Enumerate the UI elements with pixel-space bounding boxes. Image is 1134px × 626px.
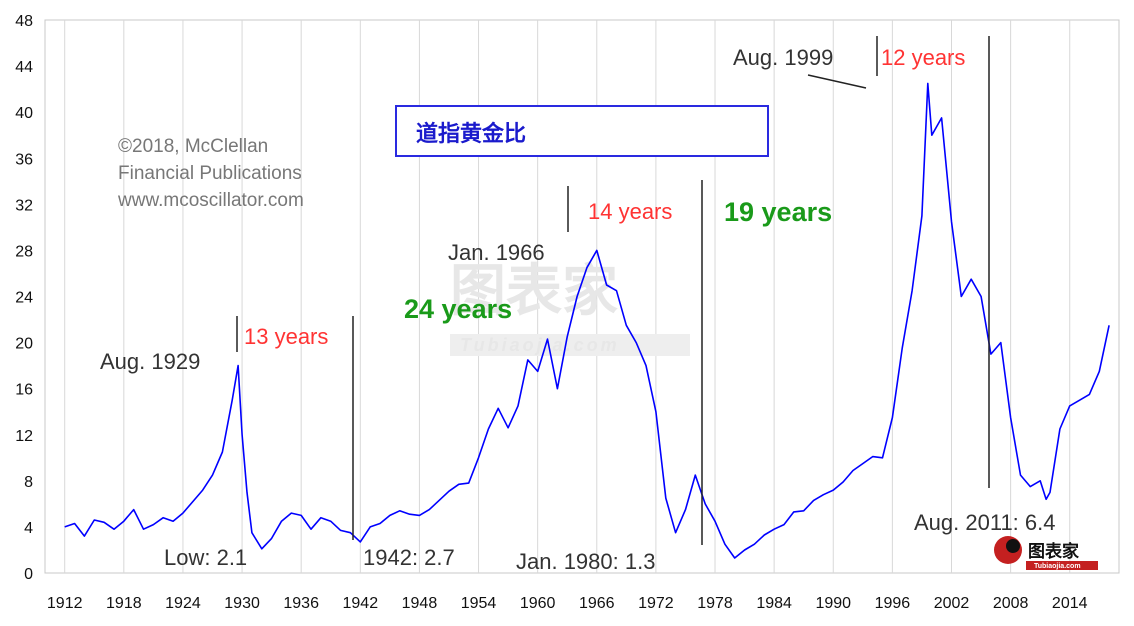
x-tick-label: 2008 (993, 595, 1029, 612)
x-axis-ticks: 1912 1918 1924 1930 1936 1942 1948 1954 1960 1966… (47, 595, 1088, 612)
x-tick-label: 2014 (1052, 595, 1088, 612)
y-tick-label: 44 (15, 59, 33, 76)
x-tick-label: 1912 (47, 595, 83, 612)
pointer-1999 (807, 74, 867, 89)
label-jan-1966: Jan. 1966 (448, 240, 545, 265)
x-tick-label: 1924 (165, 595, 201, 612)
x-tick-label: 1918 (106, 595, 142, 612)
y-tick-label: 0 (24, 566, 33, 583)
watermark: 图表家 Tubiaojia.com (450, 259, 690, 356)
y-tick-label: 48 (15, 13, 33, 30)
y-tick-label: 28 (15, 243, 33, 260)
x-tick-label: 1984 (756, 595, 792, 612)
y-tick-label: 40 (15, 105, 33, 122)
title-box (395, 105, 769, 157)
copyright-line-3: www.mcoscillator.com (117, 190, 304, 211)
x-tick-label: 1990 (815, 595, 851, 612)
copyright-line-1: ©2018, McClellan (118, 136, 268, 157)
x-tick-label: 1930 (224, 595, 260, 612)
label-aug-1999: Aug. 1999 (733, 45, 833, 70)
watermark-sub: Tubiaojia.com (460, 335, 620, 355)
series-line (64, 82, 1110, 559)
copyright-line-2: Financial Publications (118, 163, 302, 184)
label-14-years: 14 years (588, 199, 672, 224)
logo-text: 图表家 (1028, 541, 1079, 561)
x-tick-label: 1966 (579, 595, 615, 612)
label-24-years: 24 years (404, 294, 512, 324)
logo-face-icon (1006, 539, 1020, 553)
label-low: Low: 2.1 (164, 545, 247, 570)
label-aug-1929: Aug. 1929 (100, 349, 200, 374)
logo-band (1026, 561, 1098, 570)
watermark-band (450, 334, 690, 356)
y-tick-label: 32 (15, 197, 33, 214)
x-tick-label: 1942 (343, 595, 379, 612)
y-tick-label: 20 (15, 336, 33, 353)
chart-title: 道指黄金比 (416, 121, 526, 146)
brand-logo: 图表家 Tubiaojia.com (994, 536, 1098, 570)
label-13-years: 13 years (244, 324, 328, 349)
y-tick-label: 16 (15, 382, 33, 399)
logo-sub: Tubiaojia.com (1034, 563, 1081, 570)
x-tick-label: 1972 (638, 595, 674, 612)
x-tick-label: 1978 (697, 595, 733, 612)
y-tick-label: 8 (24, 474, 33, 491)
x-tick-label: 1948 (402, 595, 438, 612)
y-tick-label: 4 (24, 520, 33, 537)
x-tick-label: 1996 (875, 595, 911, 612)
label-19-years: 19 years (724, 197, 832, 227)
x-tick-label: 1954 (461, 595, 497, 612)
y-tick-label: 12 (15, 428, 33, 445)
y-tick-label: 36 (15, 151, 33, 168)
y-tick-label: 24 (15, 290, 33, 307)
label-aug-2011: Aug. 2011: 6.4 (914, 510, 1056, 535)
label-jan-1980: Jan. 1980: 1.3 (516, 549, 655, 574)
label-12-years: 12 years (881, 45, 965, 70)
x-tick-label: 2002 (934, 595, 970, 612)
x-tick-label: 1936 (283, 595, 319, 612)
label-1942: 1942: 2.7 (363, 545, 455, 570)
watermark-main: 图表家 (450, 259, 618, 322)
x-tick-label: 1960 (520, 595, 556, 612)
